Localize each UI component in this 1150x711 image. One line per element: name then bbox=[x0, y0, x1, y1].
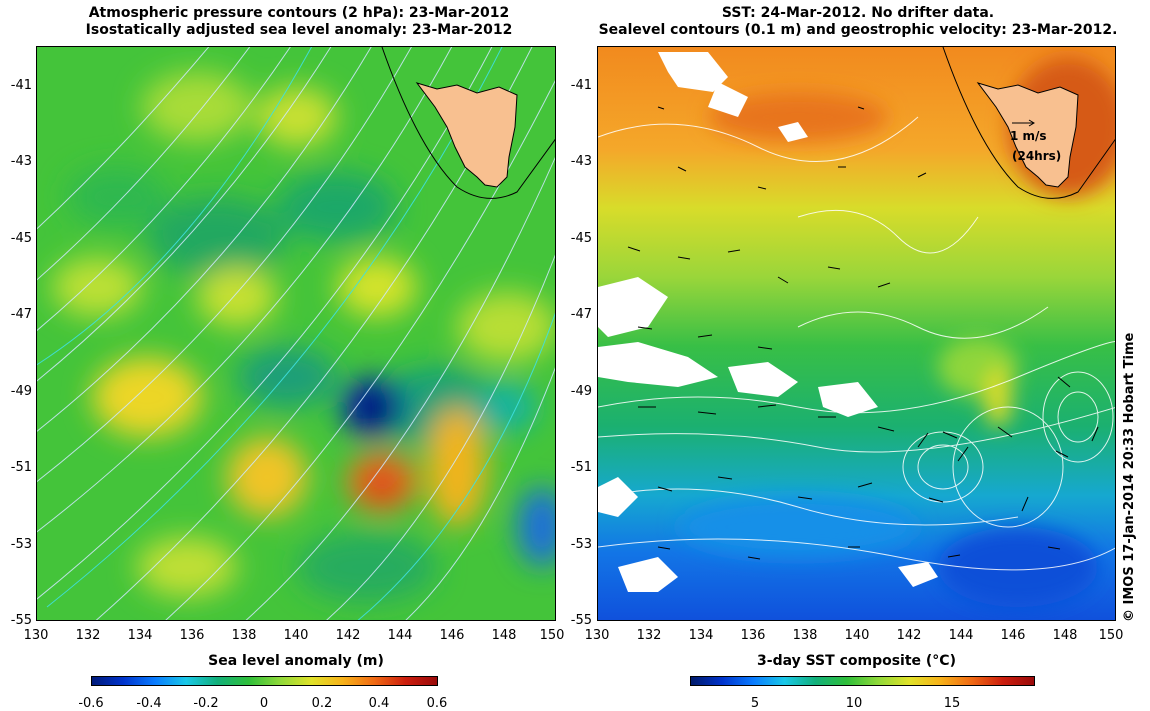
lat-tick: -45 bbox=[10, 231, 32, 246]
left-title-line2: Isostatically adjusted sea level anomaly… bbox=[85, 22, 513, 38]
lon-tick: 130 bbox=[23, 628, 49, 643]
sea-level-colorbar bbox=[91, 676, 438, 686]
lat-tick: -51 bbox=[10, 460, 32, 475]
lat-tick: -41 bbox=[10, 78, 32, 93]
sst-field bbox=[598, 47, 1115, 620]
left-title-line1: Atmospheric pressure contours (2 hPa): 2… bbox=[88, 5, 510, 21]
right-colorbar-label: 3-day SST composite (°C) bbox=[757, 653, 956, 669]
tasmania-land bbox=[415, 82, 518, 188]
lon-tick: 142 bbox=[335, 628, 361, 643]
lon-tick: 130 bbox=[584, 628, 610, 643]
lat-tick: -45 bbox=[570, 231, 592, 246]
sst-map: 1 m/s (24hrs) bbox=[597, 46, 1116, 621]
lon-tick: 148 bbox=[491, 628, 517, 643]
lat-tick: -47 bbox=[570, 307, 592, 322]
lon-tick: 142 bbox=[896, 628, 922, 643]
lat-tick: -43 bbox=[570, 154, 592, 169]
lat-tick: -49 bbox=[570, 384, 592, 399]
lon-tick: 144 bbox=[948, 628, 974, 643]
lon-tick: 146 bbox=[439, 628, 465, 643]
colorbar-tick: 0.6 bbox=[426, 696, 448, 711]
lat-tick: -53 bbox=[10, 537, 32, 552]
lat-tick: -51 bbox=[570, 460, 592, 475]
colorbar-tick: -0.6 bbox=[78, 696, 104, 711]
imos-credit: © IMOS 17-Jan-2014 20:33 Hobart Time bbox=[1122, 332, 1137, 622]
left-colorbar-label: Sea level anomaly (m) bbox=[208, 653, 384, 669]
velocity-legend-arrow bbox=[1012, 119, 1035, 127]
lon-tick: 138 bbox=[231, 628, 257, 643]
colorbar-tick: 15 bbox=[943, 696, 961, 711]
lon-tick: 146 bbox=[1000, 628, 1026, 643]
tasmania-land-right bbox=[976, 82, 1079, 188]
lat-tick: -55 bbox=[10, 613, 32, 628]
lon-tick: 134 bbox=[127, 628, 153, 643]
lat-tick: -53 bbox=[570, 537, 592, 552]
lon-tick: 140 bbox=[844, 628, 870, 643]
lon-tick: 134 bbox=[688, 628, 714, 643]
colorbar-tick: 0.2 bbox=[311, 696, 333, 711]
colorbar-tick: 5 bbox=[750, 696, 760, 711]
sea-level-anomaly-field bbox=[37, 47, 555, 620]
colorbar-tick: -0.4 bbox=[136, 696, 162, 711]
lon-tick: 136 bbox=[179, 628, 205, 643]
lon-tick: 132 bbox=[75, 628, 101, 643]
colorbar-tick: 0 bbox=[259, 696, 269, 711]
velocity-legend-period: (24hrs) bbox=[1012, 149, 1062, 163]
right-title-line1: SST: 24-Mar-2012. No drifter data. bbox=[721, 5, 995, 21]
lon-tick: 138 bbox=[792, 628, 818, 643]
right-title-line2: Sealevel contours (0.1 m) and geostrophi… bbox=[598, 22, 1118, 38]
lon-tick: 144 bbox=[387, 628, 413, 643]
lat-tick: -41 bbox=[570, 78, 592, 93]
lon-tick: 150 bbox=[539, 628, 565, 643]
colorbar-tick: -0.2 bbox=[193, 696, 219, 711]
lon-tick: 148 bbox=[1052, 628, 1078, 643]
colorbar-tick: 0.4 bbox=[368, 696, 390, 711]
lat-tick: -43 bbox=[10, 154, 32, 169]
lon-tick: 132 bbox=[636, 628, 662, 643]
sst-colorbar bbox=[690, 676, 1035, 686]
lon-tick: 140 bbox=[283, 628, 309, 643]
colorbar-tick: 10 bbox=[845, 696, 863, 711]
lon-tick: 136 bbox=[740, 628, 766, 643]
right-map-title: SST: 24-Mar-2012. No drifter data. Seale… bbox=[598, 5, 1118, 39]
sea-level-anomaly-map bbox=[36, 46, 556, 621]
velocity-legend-label: 1 m/s bbox=[1010, 129, 1047, 143]
left-map-title: Atmospheric pressure contours (2 hPa): 2… bbox=[40, 5, 558, 39]
lon-tick: 150 bbox=[1098, 628, 1124, 643]
lat-tick: -55 bbox=[570, 613, 592, 628]
lat-tick: -49 bbox=[10, 384, 32, 399]
lat-tick: -47 bbox=[10, 307, 32, 322]
